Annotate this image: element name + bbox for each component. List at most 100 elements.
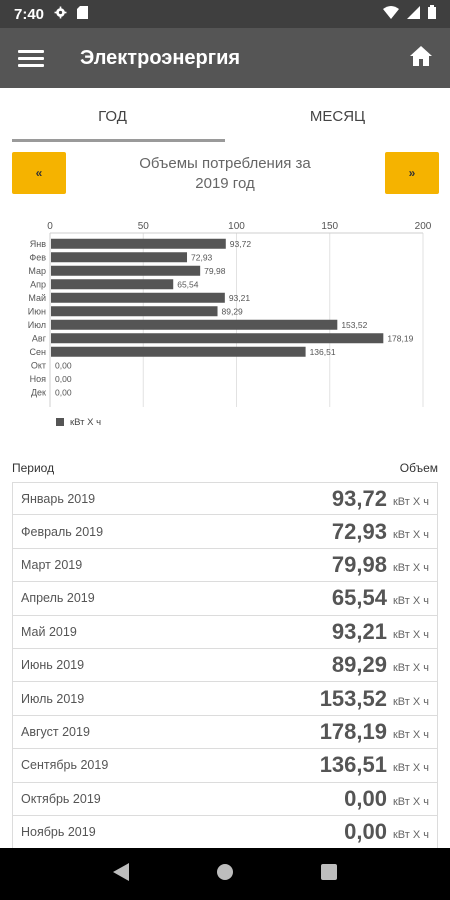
y-category-label: Окт: [31, 360, 46, 370]
table-row: Апрель 2019 65,54 кВт Х ч: [12, 582, 438, 616]
bar-value-label: 0,00: [55, 387, 72, 397]
bar-value-label: 79,98: [204, 266, 226, 276]
chart-bar: [51, 265, 201, 276]
table-row: Март 2019 79,98 кВт Х ч: [12, 548, 438, 583]
chart-bar: [51, 238, 226, 249]
legend-label: кВт Х ч: [70, 417, 101, 428]
hamburger-menu-icon[interactable]: [18, 45, 44, 71]
row-period: Январь 2019: [21, 491, 96, 506]
chart-bar: [51, 346, 306, 357]
bar-value-label: 65,54: [177, 279, 199, 289]
y-category-label: Сен: [30, 347, 47, 357]
row-period: Август 2019: [21, 724, 90, 739]
x-tick-label: 150: [321, 221, 338, 232]
x-tick-label: 200: [415, 221, 432, 232]
header-volume: Объем: [399, 461, 438, 475]
table-row: Январь 2019 93,72 кВт Х ч: [12, 482, 438, 516]
sd-card-icon: [77, 5, 89, 23]
consumption-table: Январь 2019 93,72 кВт Х ч Февраль 2019 72,93…: [12, 482, 438, 850]
consumption-bar-chart: 0 50 100 150 200 Янв 93,72 Фев 72,93 Мар 79,98 Апр 6…: [28, 221, 432, 428]
row-value: 0,00: [344, 785, 387, 811]
table-row: Август 2019 178,19 кВт Х ч: [12, 715, 438, 750]
bar-value-label: 136,51: [310, 347, 336, 357]
row-period: Апрель 2019: [21, 591, 95, 606]
row-value: 153,52: [319, 685, 387, 711]
row-unit: кВт Х ч: [392, 829, 429, 842]
status-bar: 7:40: [0, 0, 450, 28]
table-row: Июль 2019 153,52 кВт Х ч: [12, 682, 438, 716]
home-circle-icon[interactable]: [216, 863, 234, 886]
wifi-icon: [383, 5, 399, 23]
row-value: 93,21: [331, 618, 387, 644]
chart-bar: [51, 292, 225, 303]
table-row: Октябрь 2019 0,00 кВт Х ч: [12, 782, 438, 816]
row-period: Июнь 2019: [21, 658, 85, 673]
bar-value-label: 153,52: [341, 320, 367, 330]
x-tick-label: 50: [138, 221, 150, 232]
row-period: Ноябрь 2019: [21, 825, 96, 840]
chart-bar: [51, 319, 338, 330]
y-category-label: Ноя: [30, 374, 47, 384]
row-unit: кВт Х ч: [392, 728, 429, 741]
row-period: Март 2019: [21, 557, 83, 572]
chart-title: Объемы потребления за 2019 год: [80, 154, 370, 194]
bar-value-label: 0,00: [55, 374, 72, 384]
row-unit: кВт Х ч: [392, 628, 429, 641]
legend-swatch: [56, 418, 64, 426]
signal-icon: [407, 5, 420, 23]
row-unit: кВт Х ч: [392, 795, 429, 808]
bar-value-label: 89,29: [222, 306, 244, 316]
y-category-label: Авг: [32, 333, 47, 343]
chart-bar: [51, 333, 384, 344]
bar-value-label: 93,72: [230, 239, 252, 249]
y-category-label: Апр: [30, 279, 46, 289]
row-value: 0,00: [344, 819, 387, 845]
row-unit: кВт Х ч: [392, 595, 429, 608]
chart-title-line1: Объемы потребления за: [139, 155, 311, 172]
row-value: 65,54: [331, 585, 387, 611]
home-icon[interactable]: [410, 45, 432, 71]
table-row: Февраль 2019 72,93 кВт Х ч: [12, 515, 438, 549]
row-unit: кВт Х ч: [392, 762, 429, 775]
row-value: 89,29: [331, 652, 387, 678]
row-period: Май 2019: [21, 624, 77, 639]
y-category-label: Фев: [29, 252, 46, 262]
row-value: 136,51: [319, 752, 387, 778]
row-period: Октябрь 2019: [21, 791, 101, 806]
row-value: 72,93: [331, 518, 387, 544]
row-value: 93,72: [331, 485, 387, 511]
app-title: Электроэнергия: [80, 46, 241, 69]
row-unit: кВт Х ч: [392, 561, 429, 574]
table-header: Период Объем: [12, 461, 438, 475]
row-unit: кВт Х ч: [392, 662, 429, 675]
tab-indicator: [12, 139, 225, 142]
period-tabs: ГОД МЕСЯЦ: [0, 88, 450, 144]
table-row: Ноябрь 2019 0,00 кВт Х ч: [12, 815, 438, 850]
back-triangle-icon[interactable]: [113, 862, 130, 886]
y-category-label: Июл: [28, 320, 46, 330]
app-bar: Электроэнергия: [0, 28, 450, 88]
next-year-button[interactable]: »: [385, 152, 439, 194]
chart-bar: [51, 252, 188, 263]
table-row: Май 2019 93,21 кВт Х ч: [12, 615, 438, 649]
row-period: Февраль 2019: [21, 524, 104, 539]
recents-square-icon[interactable]: [320, 863, 337, 885]
bar-value-label: 72,93: [191, 252, 213, 262]
x-tick-label: 0: [47, 221, 53, 232]
system-nav-bar: [0, 848, 450, 900]
y-category-label: Июн: [28, 306, 46, 316]
y-category-label: Мар: [28, 266, 46, 276]
tab-year[interactable]: ГОД: [98, 107, 127, 125]
status-time: 7:40: [14, 5, 45, 23]
chart-bar: [51, 279, 174, 290]
bar-value-label: 0,00: [55, 360, 72, 370]
header-period: Период: [12, 461, 55, 475]
chart-title-line2: 2019 год: [195, 175, 255, 192]
row-unit: кВт Х ч: [392, 495, 429, 508]
bar-value-label: 178,19: [387, 333, 413, 343]
row-value: 178,19: [319, 718, 387, 744]
row-unit: кВт Х ч: [392, 528, 429, 541]
gear-icon: [54, 6, 67, 23]
prev-year-button[interactable]: «: [12, 152, 66, 194]
tab-month[interactable]: МЕСЯЦ: [309, 107, 366, 125]
